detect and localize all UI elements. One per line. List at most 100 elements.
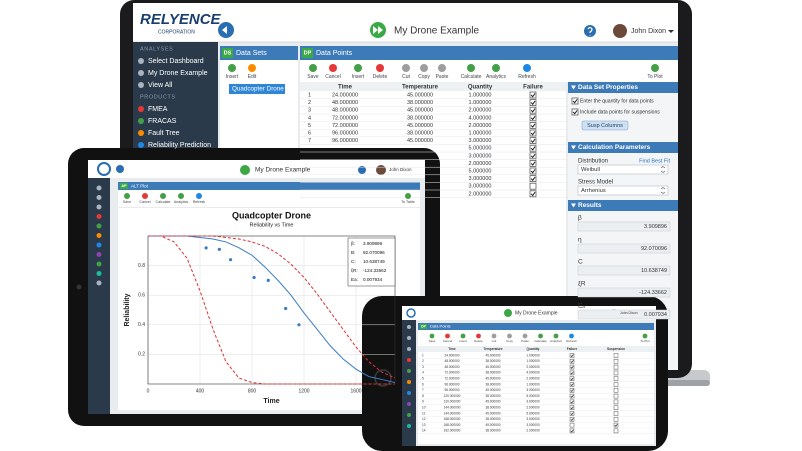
checkbox[interactable] — [613, 393, 619, 399]
tool-label[interactable]: To Table — [401, 200, 414, 204]
tool-label[interactable]: Save — [307, 74, 319, 80]
checkbox[interactable] — [569, 364, 575, 370]
checkbox[interactable] — [529, 137, 537, 144]
checkbox[interactable] — [529, 152, 537, 160]
tool-icon[interactable] — [354, 64, 362, 72]
checkbox[interactable] — [571, 108, 579, 116]
checkbox[interactable] — [613, 364, 619, 370]
tool-icon[interactable] — [178, 193, 184, 199]
tool-label[interactable]: Cancel — [325, 74, 341, 80]
select-value[interactable]: Arrhenius — [581, 188, 606, 194]
checkbox[interactable] — [613, 422, 619, 428]
sidebar-icon[interactable] — [407, 391, 411, 395]
checkbox[interactable] — [529, 99, 537, 106]
sidebar-item[interactable]: FMEA — [148, 106, 168, 113]
sidebar-icon[interactable] — [407, 424, 411, 428]
tool-label[interactable]: Save — [123, 200, 131, 204]
checkbox[interactable] — [569, 428, 575, 434]
checkbox[interactable] — [529, 175, 537, 182]
tool-icon[interactable] — [405, 193, 411, 199]
tool-icon[interactable] — [402, 64, 410, 72]
tool-icon[interactable] — [309, 64, 317, 72]
checkbox[interactable] — [569, 359, 575, 364]
tool-icon[interactable] — [553, 333, 559, 339]
sidebar-item[interactable]: Fault Tree — [148, 130, 180, 137]
tool-label[interactable]: Cut — [402, 74, 410, 80]
sidebar-icon[interactable] — [96, 233, 102, 238]
tool-icon[interactable] — [507, 333, 512, 339]
checkbox[interactable] — [569, 399, 575, 405]
checkbox[interactable] — [569, 405, 575, 410]
checkbox[interactable] — [571, 97, 579, 105]
tool-label[interactable]: Save — [429, 339, 436, 343]
dataset-item-bg[interactable] — [229, 84, 285, 94]
sidebar-icon[interactable] — [96, 204, 102, 210]
dataset-item[interactable]: Quadcopter Drone — [232, 86, 284, 93]
tool-label[interactable]: Analytics — [550, 339, 563, 343]
sidebar-icon[interactable] — [407, 336, 411, 340]
sidebar-item[interactable]: Select Dashboard — [148, 58, 204, 65]
tool-icon[interactable] — [445, 333, 450, 339]
tool-label[interactable]: To Plot — [640, 339, 649, 343]
sidebar-item[interactable]: My Drone Example — [148, 70, 208, 77]
tool-label[interactable]: Insert — [226, 74, 239, 80]
checkbox[interactable] — [529, 190, 537, 198]
tool-label[interactable]: Cancel — [443, 339, 453, 343]
sidebar-icon[interactable] — [407, 369, 411, 373]
checkbox[interactable] — [569, 376, 575, 381]
sidebar-icon[interactable] — [407, 325, 411, 329]
checkbox[interactable] — [529, 91, 537, 99]
tool-label[interactable]: Analytics — [174, 200, 189, 204]
checkbox[interactable] — [529, 129, 537, 137]
checkbox[interactable] — [529, 182, 537, 190]
tool-label[interactable]: Calculate — [156, 200, 171, 204]
tool-icon[interactable] — [124, 193, 130, 199]
tool-label[interactable]: Cut — [492, 339, 497, 343]
tool-icon[interactable] — [523, 64, 531, 72]
tool-label[interactable]: Refresh — [193, 200, 206, 204]
tool-label[interactable]: Insert — [352, 74, 365, 80]
checkbox[interactable] — [613, 382, 619, 387]
tool-icon[interactable] — [491, 333, 497, 339]
checkbox[interactable] — [613, 417, 619, 422]
sidebar-icon[interactable] — [96, 185, 102, 191]
sidebar-icon[interactable] — [96, 261, 102, 267]
button-label[interactable]: Susp Columns — [587, 123, 623, 129]
checkbox[interactable] — [569, 370, 575, 376]
tool-icon[interactable] — [642, 333, 648, 339]
tool-icon[interactable] — [460, 333, 466, 339]
sidebar-icon[interactable] — [407, 380, 411, 384]
sidebar-icon[interactable] — [407, 347, 411, 351]
select[interactable] — [577, 164, 669, 175]
user-avatar[interactable] — [613, 24, 627, 38]
tool-label[interactable]: Refresh — [518, 74, 536, 80]
checkbox[interactable] — [569, 411, 575, 416]
checkbox[interactable] — [613, 359, 619, 364]
sidebar-item[interactable]: FRACAS — [148, 118, 177, 125]
checkbox[interactable] — [613, 399, 619, 405]
button[interactable] — [581, 120, 629, 131]
tool-icon[interactable] — [476, 333, 481, 339]
tool-icon[interactable] — [160, 193, 166, 199]
checkbox[interactable] — [529, 160, 537, 167]
checkbox[interactable] — [529, 122, 537, 129]
tool-label[interactable]: Delete — [474, 339, 483, 343]
sidebar-item[interactable]: Reliability Prediction — [148, 142, 211, 149]
tool-icon[interactable] — [522, 333, 528, 339]
checkbox[interactable] — [569, 393, 575, 399]
checkbox[interactable] — [613, 370, 619, 376]
tool-label[interactable]: Insert — [459, 339, 467, 343]
checkbox[interactable] — [529, 144, 537, 152]
tool-icon[interactable] — [467, 64, 475, 72]
tool-icon[interactable] — [248, 64, 256, 72]
checkbox[interactable] — [529, 114, 537, 122]
sidebar-item[interactable]: View All — [148, 82, 173, 89]
sidebar-icon[interactable] — [407, 413, 411, 417]
checkbox[interactable] — [613, 428, 619, 434]
sidebar-icon[interactable] — [96, 223, 102, 229]
tool-label[interactable]: Copy — [418, 74, 430, 80]
tool-icon[interactable] — [569, 333, 574, 339]
sidebar-icon[interactable] — [96, 271, 102, 276]
tool-icon[interactable] — [492, 64, 500, 72]
link[interactable]: Find Best Fit — [639, 158, 670, 164]
